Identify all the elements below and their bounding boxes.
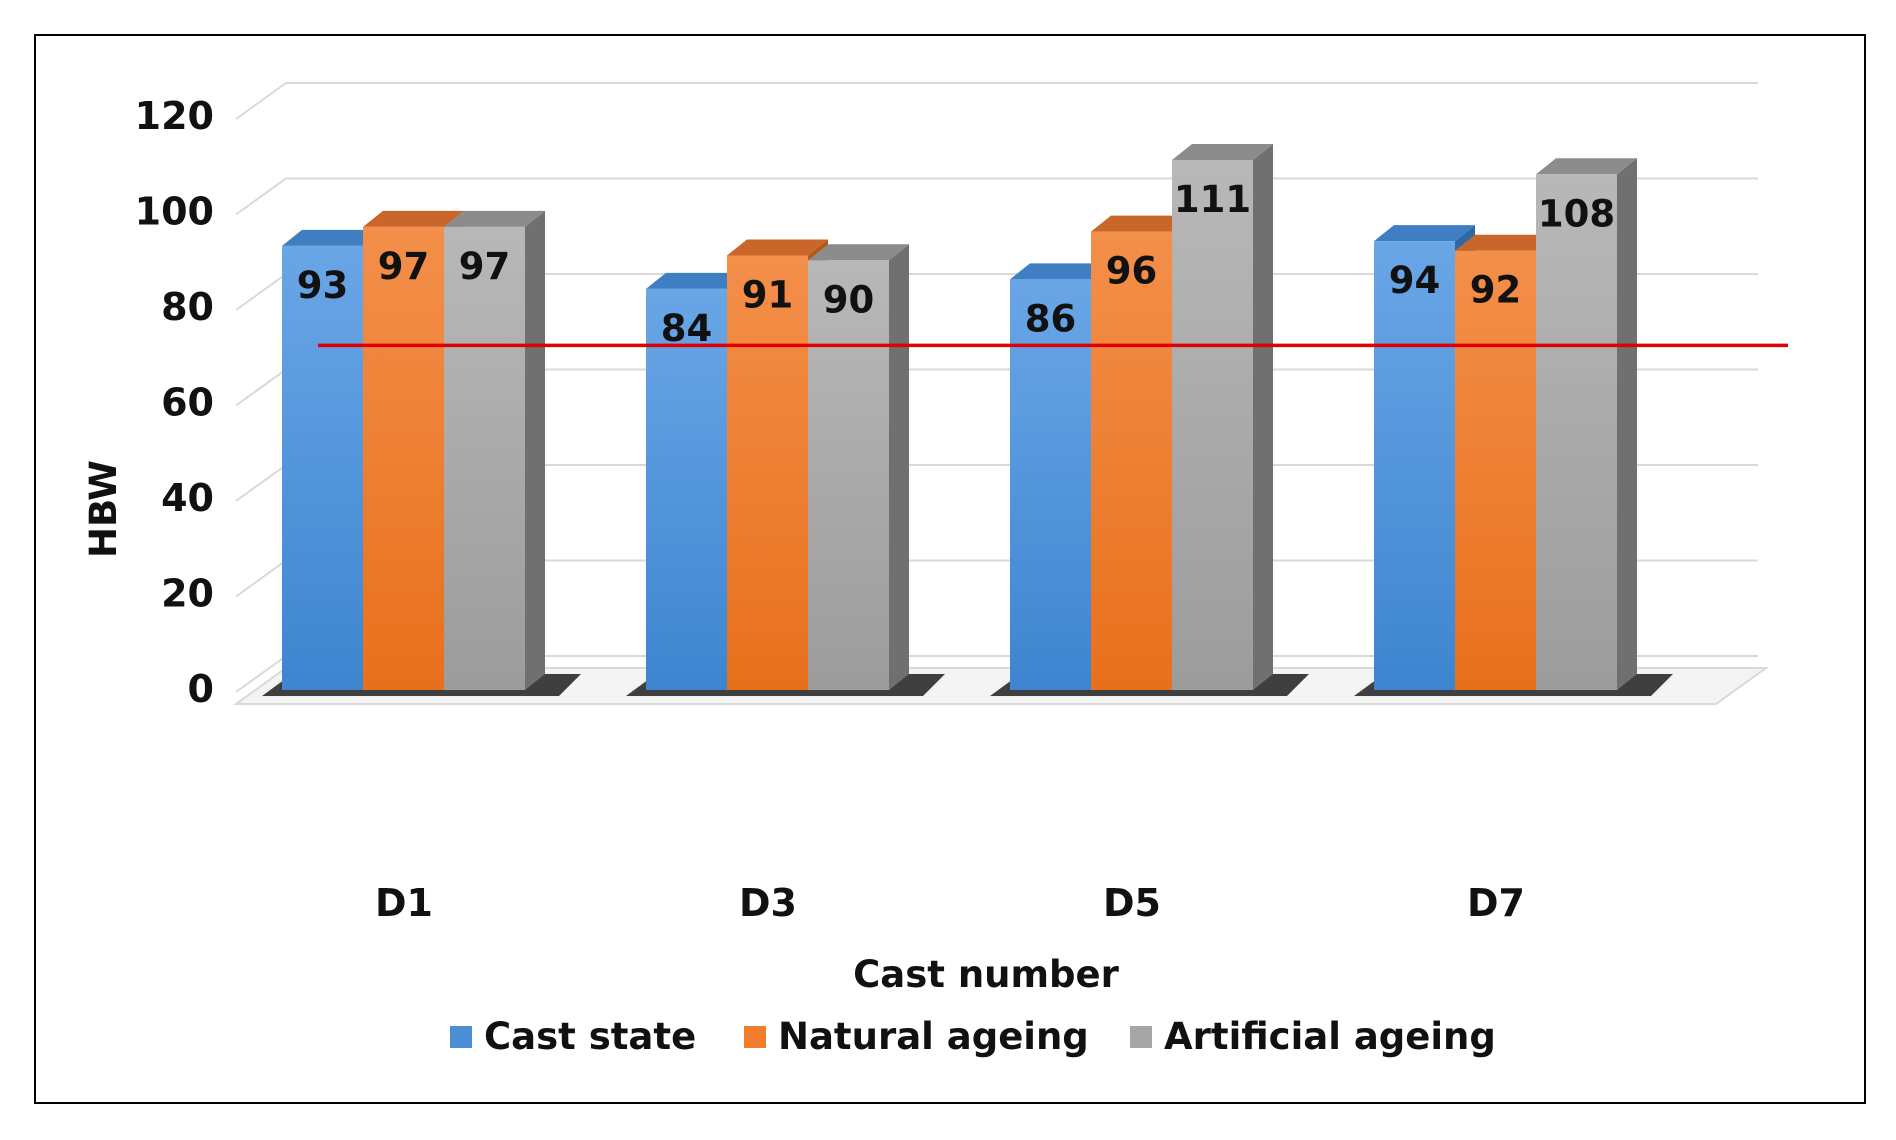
bar [1455, 250, 1536, 690]
bar-side [1617, 158, 1637, 691]
bar [1536, 174, 1617, 691]
bars [282, 143, 1637, 691]
bar [363, 226, 444, 690]
gridline-diagonal [235, 273, 287, 311]
data-label: 97 [378, 245, 430, 288]
legend-swatch [1130, 1026, 1152, 1048]
y-axis-ticks: 0 20 40 60 80 100 120 [135, 94, 214, 711]
data-label: 108 [1538, 192, 1615, 235]
bar-side [1253, 143, 1273, 691]
data-labels: 93 97 97 84 91 90 86 96 111 94 92 108 [297, 178, 1615, 350]
bar [1091, 231, 1172, 690]
bar-top [1172, 143, 1273, 160]
bar-top [1374, 225, 1475, 242]
data-label: 91 [742, 273, 794, 316]
x-axis-categories: D1 D3 D5 D7 [375, 881, 1525, 925]
y-tick-label: 60 [161, 381, 214, 425]
bar-side [889, 244, 909, 690]
bar-top [808, 244, 909, 261]
data-label: 94 [1389, 259, 1441, 302]
x-category-label: D7 [1467, 881, 1525, 925]
x-category-label: D3 [739, 881, 797, 925]
bar-chart: 93 97 97 84 91 90 86 96 111 94 92 108 0 20 40 60 80 100 1… [82, 82, 1788, 1058]
bar [1374, 241, 1455, 690]
bar-top [646, 272, 747, 289]
bar [282, 245, 363, 691]
gridline-diagonal [235, 368, 287, 407]
data-label: 93 [297, 264, 349, 307]
bar [1172, 159, 1253, 691]
bar-top [1091, 215, 1192, 232]
bar-top [1455, 234, 1556, 251]
bar [646, 288, 727, 690]
y-tick-label: 40 [161, 476, 214, 520]
gridline-diagonal [235, 655, 287, 693]
data-label: 90 [823, 278, 875, 321]
legend: Cast state Natural ageing Artificial agein… [450, 1015, 1496, 1058]
bar [808, 260, 889, 690]
bar-top [363, 210, 464, 227]
x-category-label: D5 [1103, 881, 1161, 925]
gridline-diagonal [235, 559, 287, 598]
gridline-diagonal [235, 177, 287, 216]
legend-swatch [744, 1026, 766, 1048]
bar-top [727, 239, 828, 256]
bar-top [1010, 263, 1111, 280]
y-tick-label: 120 [135, 94, 214, 138]
chart-frame: 93 97 97 84 91 90 86 96 111 94 92 108 0 20 40 60 80 100 1… [34, 34, 1866, 1104]
data-label: 92 [1470, 269, 1522, 312]
bar-top [444, 210, 545, 227]
x-axis-title: Cast number [853, 953, 1120, 996]
bar-side [525, 210, 545, 690]
y-tick-label: 80 [161, 285, 214, 329]
y-tick-label: 20 [161, 572, 214, 616]
data-label: 97 [459, 245, 511, 288]
data-label: 111 [1174, 178, 1251, 221]
x-category-label: D1 [375, 881, 433, 925]
bar [1010, 279, 1091, 690]
gridline-diagonal [235, 464, 287, 502]
y-tick-label: 0 [188, 667, 214, 711]
data-label: 86 [1025, 297, 1077, 340]
data-label: 84 [661, 307, 713, 350]
y-axis-title: HBW [82, 460, 125, 558]
legend-label: Artificial ageing [1164, 1015, 1496, 1058]
data-label: 96 [1106, 250, 1158, 293]
gridline-diagonal [235, 82, 287, 120]
legend-label: Cast state [484, 1015, 696, 1058]
bar-top [1536, 158, 1637, 175]
bar [727, 255, 808, 690]
legend-label: Natural ageing [778, 1015, 1089, 1058]
legend-swatch [450, 1026, 472, 1048]
bar-top [282, 229, 383, 246]
bar [444, 226, 525, 690]
y-tick-label: 100 [135, 190, 214, 234]
